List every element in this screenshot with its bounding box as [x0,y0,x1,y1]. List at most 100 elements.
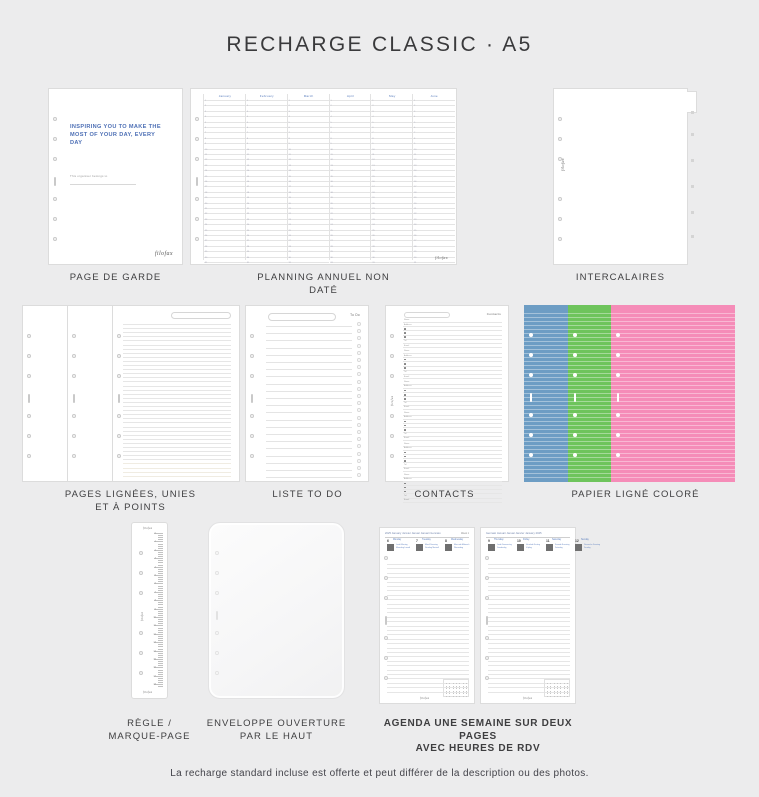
calendar-cell [563,685,565,687]
ring-hole [117,414,121,418]
month-day-line [287,127,330,128]
ring-hole [384,576,388,580]
contacts-field-line [403,357,502,359]
contacts-field-line [403,489,502,491]
month-day-line [245,235,288,236]
to-do-checkbox[interactable] [357,415,361,420]
to-do-checkbox[interactable] [357,451,361,456]
to-do-title-box[interactable] [268,313,336,321]
agenda-writing-line [387,691,469,693]
month-day-line [371,213,414,215]
to-do-checkbox[interactable] [357,358,361,362]
contacts-header: Contacts [486,312,501,316]
to-do-checkbox[interactable] [357,444,361,449]
ring-hole [27,434,31,438]
month-day-line [204,159,246,161]
agenda-writing-line [387,590,469,592]
ring-hole [215,571,219,575]
ruler-number: 13 [153,641,156,645]
month-day-line [204,116,246,118]
month-day-line [204,202,246,204]
month-day-line [287,137,330,139]
month-day-number: 26 [205,235,208,237]
ring-slot [216,611,218,620]
month-day-line [413,100,455,101]
month-day-number: 26 [372,235,375,237]
month-label: May [389,94,396,98]
to-do-checkbox[interactable] [357,322,361,326]
to-do-checkbox[interactable] [357,379,361,384]
ring-hole [27,374,31,378]
contacts-field-label: Name [404,381,410,384]
lined-rule [123,365,231,366]
colored-rule [568,453,616,454]
to-do-checkbox[interactable] [357,408,361,413]
ruler-tick [154,650,163,652]
to-do-checkbox[interactable] [357,466,361,470]
month-day-number: 24 [288,224,291,227]
contacts-bullet [404,336,406,338]
calendar-cell [459,696,461,697]
colored-rule [611,477,735,478]
to-do-checkbox[interactable] [357,458,361,463]
agenda-writing-line [387,660,469,662]
to-do-checkbox[interactable] [357,437,361,442]
month-day-line [413,159,455,161]
to-do-checkbox[interactable] [357,350,361,355]
month-day-line [329,175,372,177]
month-day-line [204,105,246,107]
calendar-cell [560,693,562,695]
to-do-checkbox[interactable] [357,372,361,377]
to-do-checkbox[interactable] [357,401,361,406]
colored-rule [611,321,735,322]
colored-rule [611,389,735,390]
month-day-line [371,170,414,172]
to-do-checkbox[interactable] [357,365,361,370]
month-day-line [413,197,455,199]
month-day-line [413,105,455,107]
calendar-cell [563,696,565,697]
colored-rule [611,345,735,346]
ruler-tick [158,596,163,597]
colored-rule [524,365,576,366]
agenda-writing-line [387,643,469,645]
month-day-line [287,213,330,215]
agenda-writing-line [387,682,469,684]
lined-rule [123,455,231,457]
divider-tab-mark [691,185,694,188]
to-do-checkbox[interactable] [357,422,361,427]
month-day-line [329,170,372,172]
agenda-day-note: Lundi Montag Maandag Lunedì [396,544,411,549]
lined-rule [123,426,231,428]
month-day-number: 9 [414,143,416,146]
calendar-cell [462,683,464,684]
month-day-line [329,235,372,236]
ruler-tick [158,554,163,555]
ring-hole [485,676,489,680]
to-do-checkbox[interactable] [357,336,361,341]
divider-tab[interactable] [687,91,697,113]
calendar-cell [547,690,548,692]
to-do-checkbox[interactable] [357,386,361,391]
lined-sheet-title-box[interactable] [171,312,231,319]
contacts-title-box[interactable] [404,312,450,318]
contacts-field-line [403,449,502,451]
calendar-cell [452,683,454,684]
month-day-number: 6 [246,127,248,129]
month-day-line [329,100,372,101]
to-do-checkbox[interactable] [357,394,361,398]
ruler-tick [158,635,163,637]
colored-rule [611,325,735,326]
calendar-cell [547,696,548,697]
lined-rule [123,356,231,358]
to-do-checkbox[interactable] [357,430,361,434]
month-day-number: 11 [288,154,291,156]
ring-hole [72,414,76,418]
to-do-checkbox[interactable] [357,473,361,478]
month-day-number: 16 [246,181,250,183]
to-do-checkbox[interactable] [357,343,361,348]
month-day-line [329,105,372,107]
colored-rule [568,373,616,374]
caption-line-1: PAGES LIGNÉES, UNIES [64,489,197,500]
to-do-checkbox[interactable] [357,329,361,334]
